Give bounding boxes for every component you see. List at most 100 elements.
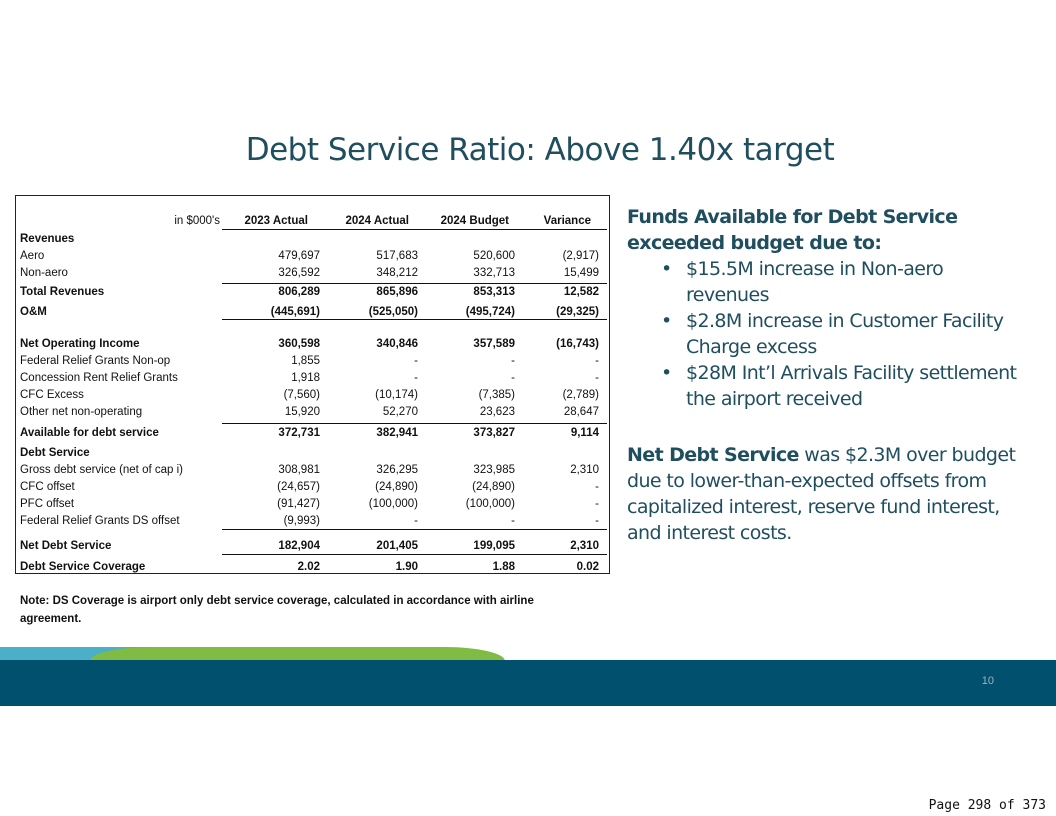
cell-value: 382,941 bbox=[376, 427, 418, 439]
row-rule bbox=[222, 554, 607, 555]
cell-value: - bbox=[511, 372, 515, 384]
cell-value: (525,050) bbox=[368, 306, 418, 318]
cell-value: - bbox=[595, 515, 599, 527]
column-header: 2024 Actual bbox=[345, 215, 410, 227]
row-label: Net Debt Service bbox=[20, 540, 112, 552]
cell-value: 517,683 bbox=[376, 250, 418, 262]
slide-title: Debt Service Ratio: Above 1.40x target bbox=[245, 132, 835, 168]
table-row: Other net non-operating 15,920 52,270 23,62… bbox=[16, 404, 609, 420]
table-row: CFC Excess (7,560) (10,174) (7,385) (2,789) bbox=[16, 387, 609, 403]
cell-value: 372,731 bbox=[278, 427, 320, 439]
row-rule bbox=[222, 529, 607, 530]
table-row: Available for debt service 372,731 382,941… bbox=[16, 425, 609, 441]
cell-value: - bbox=[595, 481, 599, 493]
table-row: Total Revenues 806,289 865,896 853,313 12,58… bbox=[16, 284, 609, 300]
cell-value: (2,917) bbox=[562, 250, 599, 262]
cell-value: 479,697 bbox=[278, 250, 320, 262]
table-header: in $000's 2023 Actual 2024 Actual 2024 B… bbox=[16, 213, 609, 229]
cell-value: (7,385) bbox=[478, 389, 515, 401]
table-row: Gross debt service (net of cap i) 308,981… bbox=[16, 462, 609, 478]
table-row: Federal Relief Grants DS offset (9,993) - -… bbox=[16, 513, 609, 529]
table-row: PFC offset (91,427) (100,000) (100,000) - bbox=[16, 496, 609, 512]
cell-value: 853,313 bbox=[473, 286, 515, 298]
table-row: Net Debt Service 182,904 201,405 199,095 2,3… bbox=[16, 538, 609, 554]
cell-value: 28,647 bbox=[563, 406, 599, 418]
cell-value: 323,985 bbox=[473, 464, 515, 476]
bullet-item: • $28M Int’l Arrivals Facility settlement… bbox=[661, 362, 1017, 410]
table-row: Debt Service bbox=[16, 445, 609, 461]
cell-value: 340,846 bbox=[376, 338, 418, 350]
cell-value: 865,896 bbox=[376, 286, 418, 298]
cell-value: 2,310 bbox=[570, 540, 599, 552]
bullet-item: • $2.8M increase in Customer Facility Cha… bbox=[661, 310, 1004, 358]
cell-value: 2.02 bbox=[297, 561, 320, 573]
cell-value: 326,295 bbox=[376, 464, 418, 476]
row-label: Non-aero bbox=[20, 267, 68, 279]
row-label: O&M bbox=[20, 306, 47, 318]
cell-value: 9,114 bbox=[570, 427, 599, 439]
column-header: Variance bbox=[543, 215, 591, 227]
cell-value: 308,981 bbox=[278, 464, 320, 476]
row-label: Total Revenues bbox=[20, 286, 105, 298]
table-row: Net Operating Income 360,598 340,846 357,58… bbox=[16, 336, 609, 352]
cell-value: 1.88 bbox=[492, 561, 515, 573]
cell-value: - bbox=[511, 355, 515, 367]
cell-value: - bbox=[414, 355, 418, 367]
row-label: Other net non-operating bbox=[20, 406, 143, 418]
row-label: Available for debt service bbox=[20, 427, 159, 439]
cell-value: - bbox=[595, 372, 599, 384]
row-label: Revenues bbox=[20, 233, 75, 245]
row-label: Federal Relief Grants DS offset bbox=[20, 515, 180, 527]
cell-value: 12,582 bbox=[563, 286, 599, 298]
cell-value: 1,855 bbox=[291, 355, 320, 367]
cell-value: (91,427) bbox=[277, 498, 320, 510]
row-label: CFC Excess bbox=[20, 389, 84, 401]
bullet-item: • $15.5M increase in Non-aero revenues bbox=[661, 258, 944, 306]
cell-value: 1.90 bbox=[395, 561, 418, 573]
cell-value: 199,095 bbox=[473, 540, 515, 552]
cell-value: 52,270 bbox=[382, 406, 418, 418]
unit-label: in $000's bbox=[174, 215, 220, 227]
table-row: O&M (445,691) (525,050) (495,724) (29,325) bbox=[16, 304, 609, 320]
row-label: Debt Service Coverage bbox=[20, 561, 146, 573]
cell-value: 360,598 bbox=[278, 338, 320, 350]
row-label: Debt Service bbox=[20, 447, 90, 459]
row-label: Gross debt service (net of cap i) bbox=[20, 464, 183, 476]
cell-value: - bbox=[414, 372, 418, 384]
cell-value: 2,310 bbox=[570, 464, 599, 476]
commentary-heading: Funds Available for Debt Service exceede… bbox=[627, 206, 958, 254]
cell-value: (29,325) bbox=[556, 306, 599, 318]
cell-value: (24,890) bbox=[472, 481, 515, 493]
table-row: Concession Rent Relief Grants 1,918 - - - bbox=[16, 370, 609, 386]
row-rule bbox=[222, 423, 607, 424]
column-header: 2023 Actual bbox=[244, 215, 309, 227]
cell-value: 326,592 bbox=[278, 267, 320, 279]
footer-green-shape bbox=[90, 647, 505, 661]
cell-value: 348,212 bbox=[376, 267, 418, 279]
row-label: Net Operating Income bbox=[20, 338, 140, 350]
cell-value: (100,000) bbox=[465, 498, 515, 510]
cell-value: (24,657) bbox=[277, 481, 320, 493]
table-row: CFC offset (24,657) (24,890) (24,890) - bbox=[16, 479, 609, 495]
cell-value: 23,623 bbox=[479, 406, 515, 418]
net-debt-paragraph: Net Debt Service was $2.3M over budget d… bbox=[627, 444, 1016, 544]
financial-table: in $000's 2023 Actual 2024 Actual 2024 B… bbox=[15, 195, 610, 574]
cell-value: 182,904 bbox=[278, 540, 320, 552]
page-footer: Page 298 of 373 bbox=[928, 798, 1046, 813]
cell-value: (9,993) bbox=[283, 515, 320, 527]
cell-value: 1,918 bbox=[291, 372, 320, 384]
footer-band bbox=[0, 660, 1056, 706]
row-label: Federal Relief Grants Non-op bbox=[20, 355, 171, 367]
row-label: Aero bbox=[20, 250, 45, 262]
row-rule bbox=[222, 319, 607, 320]
bullet-list: • $15.5M increase in Non-aero revenues • $… bbox=[627, 256, 1027, 412]
table-note: Note: DS Coverage is airport only debt s… bbox=[20, 595, 534, 625]
row-label: CFC offset bbox=[20, 481, 75, 493]
cell-value: 806,289 bbox=[278, 286, 320, 298]
cell-value: - bbox=[414, 515, 418, 527]
column-header: 2024 Budget bbox=[440, 215, 509, 227]
cell-value: (7,560) bbox=[283, 389, 320, 401]
cell-value: 15,499 bbox=[563, 267, 599, 279]
row-label: PFC offset bbox=[20, 498, 75, 510]
commentary: Funds Available for Debt Service exceede… bbox=[627, 204, 1027, 546]
